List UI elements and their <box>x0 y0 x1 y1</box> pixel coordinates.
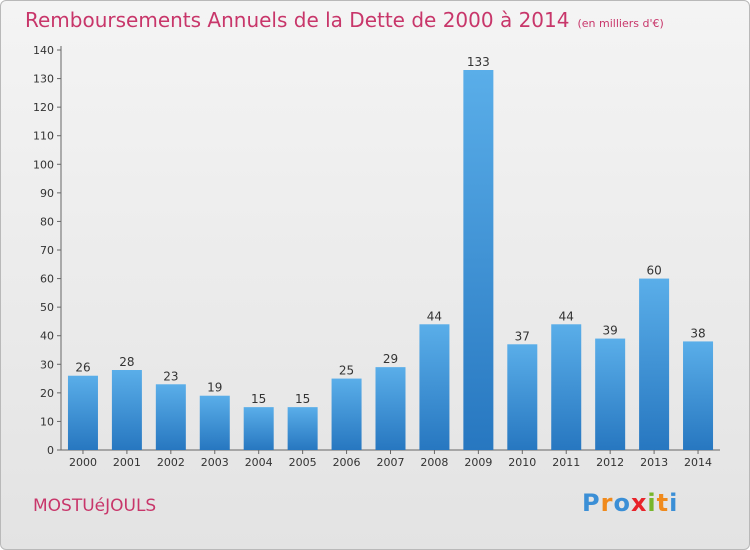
bar <box>155 384 186 450</box>
bar <box>639 278 670 450</box>
bar <box>199 395 230 450</box>
chart-unit: (en milliers d'€) <box>577 17 664 30</box>
bar-value-label: 39 <box>603 324 618 338</box>
bar <box>463 70 494 450</box>
y-tick-label: 10 <box>40 415 54 428</box>
bar-value-label: 15 <box>295 392 310 406</box>
x-tick-label: 2013 <box>640 456 668 469</box>
logo-letter: o <box>613 489 631 517</box>
bar <box>683 341 714 450</box>
chart-title-text: Remboursements Annuels de la Dette de 20… <box>25 8 570 32</box>
y-tick-label: 130 <box>33 73 54 86</box>
x-tick-label: 2007 <box>377 456 405 469</box>
bar <box>331 378 362 450</box>
bar-value-label: 60 <box>646 264 661 278</box>
bar <box>551 324 582 450</box>
y-tick-label: 90 <box>40 187 54 200</box>
y-tick-label: 0 <box>47 444 54 457</box>
y-tick-label: 60 <box>40 273 54 286</box>
bar-value-label: 19 <box>207 381 222 395</box>
bar-value-label: 28 <box>119 355 134 369</box>
y-tick-label: 140 <box>33 44 54 57</box>
x-tick-label: 2008 <box>420 456 448 469</box>
bar <box>507 344 538 450</box>
bar-value-label: 25 <box>339 364 354 378</box>
y-tick-label: 100 <box>33 158 54 171</box>
x-tick-label: 2011 <box>552 456 580 469</box>
bar <box>243 407 274 450</box>
x-tick-label: 2006 <box>333 456 361 469</box>
bar-value-label: 38 <box>690 326 705 340</box>
bar-value-label: 44 <box>559 309 574 323</box>
bar <box>595 338 626 450</box>
logo-letter: i <box>669 489 679 517</box>
y-tick-label: 80 <box>40 215 54 228</box>
bar-value-label: 23 <box>163 369 178 383</box>
x-tick-label: 2010 <box>508 456 536 469</box>
y-tick-label: 30 <box>40 358 54 371</box>
y-tick-label: 50 <box>40 301 54 314</box>
y-tick-label: 70 <box>40 244 54 257</box>
bar <box>67 375 98 450</box>
bar-value-label: 26 <box>75 361 90 375</box>
bar <box>375 367 406 450</box>
bar-value-label: 44 <box>427 309 442 323</box>
logo-letter: P <box>582 489 601 517</box>
logo-letter: t <box>656 489 670 517</box>
bar-value-label: 133 <box>467 55 490 69</box>
x-tick-label: 2002 <box>157 456 185 469</box>
x-tick-label: 2000 <box>69 456 97 469</box>
y-tick-label: 40 <box>40 330 54 343</box>
bar-value-label: 29 <box>383 352 398 366</box>
bar <box>419 324 450 450</box>
bar <box>287 407 318 450</box>
town-name: MOSTUéJOULS <box>33 496 157 516</box>
x-tick-label: 2001 <box>113 456 141 469</box>
x-tick-label: 2009 <box>464 456 492 469</box>
y-tick-label: 120 <box>33 101 54 114</box>
chart-title: Remboursements Annuels de la Dette de 20… <box>25 8 664 32</box>
bar-value-label: 37 <box>515 329 530 343</box>
bar-value-label: 15 <box>251 392 266 406</box>
x-tick-label: 2003 <box>201 456 229 469</box>
y-tick-label: 110 <box>33 130 54 143</box>
x-tick-label: 2005 <box>289 456 317 469</box>
x-tick-label: 2004 <box>245 456 273 469</box>
logo-letter: i <box>647 489 657 517</box>
proxiti-logo: Proxiti <box>582 489 678 517</box>
logo-letter: r <box>600 489 614 517</box>
bar <box>111 370 142 450</box>
x-tick-label: 2012 <box>596 456 624 469</box>
x-tick-label: 2014 <box>684 456 712 469</box>
y-tick-label: 20 <box>40 387 54 400</box>
logo-letter: x <box>630 489 648 517</box>
